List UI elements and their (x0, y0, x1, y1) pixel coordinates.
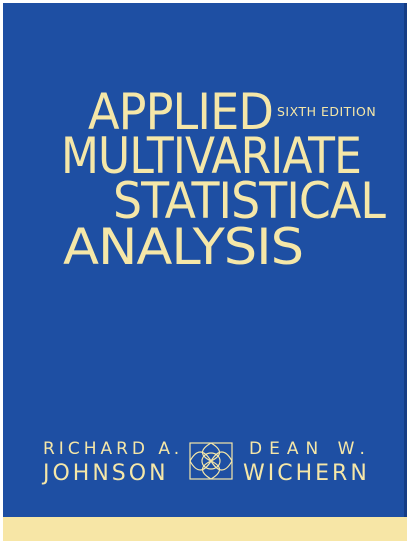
cover-edge-shade (404, 3, 407, 541)
author-2-last-name: WICHERN (243, 461, 370, 486)
author-1-last-name: JOHNSON (43, 461, 169, 486)
title-line-multivariate: MULTIVARIATE (61, 127, 362, 185)
title-line-statistical: STATISTICAL (113, 172, 386, 230)
edition-label: SIXTH EDITION (277, 104, 377, 119)
celtic-knot-icon (189, 442, 233, 480)
bottom-stripe (3, 517, 407, 541)
book-cover: APPLIED SIXTH EDITION MULTIVARIATE STATI… (3, 3, 407, 541)
author-1-first-name: RICHARD A. (43, 439, 184, 459)
title-line-applied: APPLIED (88, 83, 274, 141)
author-2-first-name: DEAN W. (249, 439, 372, 459)
title-line-analysis: ANALYSIS (63, 218, 304, 276)
